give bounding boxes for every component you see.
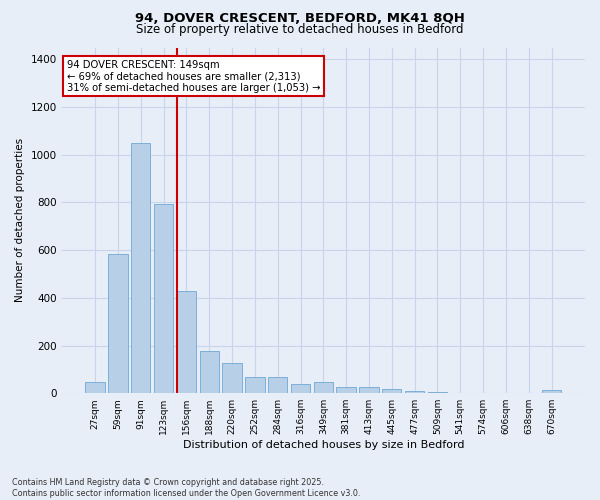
Text: 94 DOVER CRESCENT: 149sqm
← 69% of detached houses are smaller (2,313)
31% of se: 94 DOVER CRESCENT: 149sqm ← 69% of detac… (67, 60, 320, 93)
Bar (337, 387, 356, 393)
Bar (405, 391, 424, 393)
Bar (382, 389, 401, 393)
Bar (131, 144, 151, 393)
Bar (359, 387, 379, 393)
Bar (314, 382, 333, 393)
Bar (154, 204, 173, 393)
Bar (108, 254, 128, 393)
Y-axis label: Number of detached properties: Number of detached properties (15, 138, 25, 302)
Bar (85, 382, 105, 393)
Bar (268, 377, 287, 393)
Bar (428, 392, 447, 393)
Bar (177, 290, 196, 393)
Text: Size of property relative to detached houses in Bedford: Size of property relative to detached ho… (136, 22, 464, 36)
Bar (200, 351, 219, 393)
X-axis label: Distribution of detached houses by size in Bedford: Distribution of detached houses by size … (182, 440, 464, 450)
Text: 94, DOVER CRESCENT, BEDFORD, MK41 8QH: 94, DOVER CRESCENT, BEDFORD, MK41 8QH (135, 12, 465, 26)
Bar (223, 362, 242, 393)
Text: Contains HM Land Registry data © Crown copyright and database right 2025.
Contai: Contains HM Land Registry data © Crown c… (12, 478, 361, 498)
Bar (291, 384, 310, 393)
Bar (245, 377, 265, 393)
Bar (542, 390, 561, 393)
